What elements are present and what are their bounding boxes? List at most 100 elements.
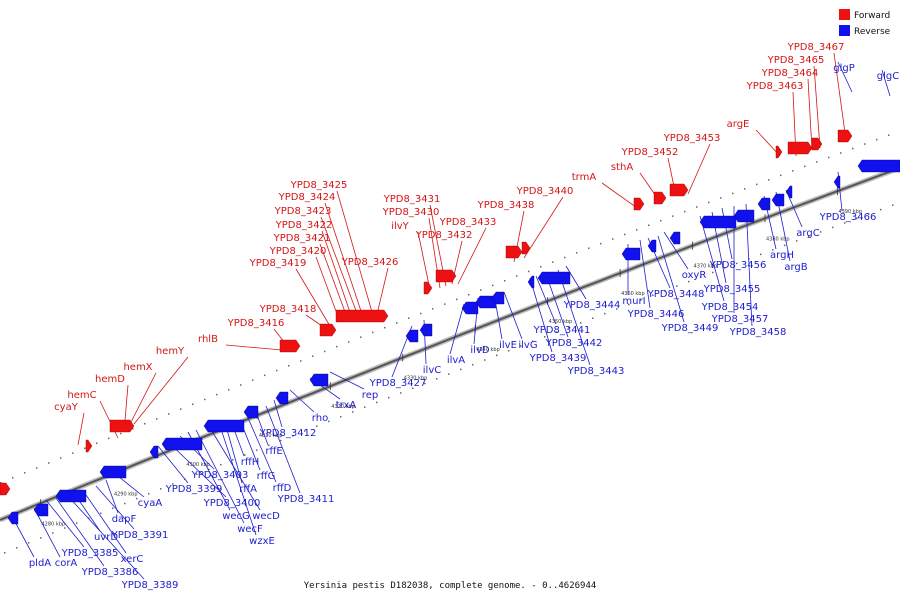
reverse-gene (243, 405, 259, 419)
reverse-gene-label: YPD8_3457 (711, 314, 769, 325)
forward-gene (0, 482, 11, 496)
forward-gene-label: YPD8_3419 (249, 258, 307, 269)
tick-marks: 4280 kbp 4290 kbp 4300 kbp 4310 kbp 4320 kbp… (0, 134, 894, 554)
forward-gene (837, 129, 853, 143)
reverse-gene-label: YPD8_3458 (729, 327, 787, 338)
forward-gene-label: YPD8_3432 (415, 230, 473, 241)
reverse-gene-label: YPD8_3444 (563, 300, 621, 311)
reverse-gene (857, 159, 900, 173)
forward-gene-label: cyaY (54, 402, 79, 413)
forward-gene-label: hemD (95, 374, 125, 385)
legend-reverse-swatch (839, 25, 850, 36)
tick-label: 4320 kbp (331, 404, 355, 410)
reverse-gene-label: rffH (241, 457, 260, 468)
reverse-gene-label: dapF (112, 514, 137, 525)
forward-gene-label: YPD8_3431 (383, 194, 441, 205)
reverse-gene-label: YPD8_3455 (703, 284, 761, 295)
reverse-gene-label: wzxE (249, 536, 275, 547)
forward-gene (653, 191, 667, 205)
reverse-gene (7, 511, 19, 525)
forward-gene-label: YPD8_3465 (767, 55, 825, 66)
reverse-gene (99, 465, 127, 479)
legend-forward-label: Forward (854, 11, 890, 21)
tick-label: 4360 kbp (621, 291, 645, 297)
reverse-gene-label: YPD8_3385 (61, 548, 119, 559)
forward-gene (669, 183, 689, 197)
reverse-gene-label: ilvA (447, 355, 465, 366)
forward-gene (435, 269, 457, 283)
forward-gene-label: sthA (611, 162, 633, 173)
reverse-gene-label: YPD8_3389 (121, 580, 179, 591)
forward-gene-label: YPD8_3453 (663, 133, 721, 144)
reverse-gene-label: YPD8_3400 (203, 498, 261, 509)
forward-gene-label: hemC (67, 390, 96, 401)
reverse-gene-label: YPD8_3449 (661, 323, 719, 334)
reverse-gene (309, 373, 329, 387)
legend-forward-swatch (839, 9, 850, 20)
reverse-gene-label: xerC (121, 554, 144, 565)
reverse-gene-label: trxA (336, 400, 357, 411)
reverse-gene-label: murI (622, 296, 645, 307)
reverse-gene-label: YPD8_3442 (545, 338, 603, 349)
forward-gene (335, 309, 389, 323)
forward-gene (423, 281, 433, 295)
forward-gene-label: YPD8_3430 (382, 207, 440, 218)
forward-gene-label: YPD8_3425 (290, 180, 348, 191)
reverse-gene (55, 489, 87, 503)
reverse-gene-label: argC (796, 228, 819, 239)
forward-gene (787, 141, 813, 155)
forward-gene-label: YPD8_3426 (341, 257, 399, 268)
reverse-gene-label: YPD8_3448 (647, 289, 705, 300)
reverse-gene (621, 247, 641, 261)
reverse-gene-label: YPD8_3411 (277, 494, 335, 505)
reverse-gene (669, 231, 681, 245)
reverse-gene (461, 301, 479, 315)
forward-gene-label: rhlB (198, 334, 218, 345)
tick-label: 4290 kbp (114, 492, 138, 498)
reverse-gene-label: YPD8_3427 (369, 378, 427, 389)
reverse-gene-label: ilvC (423, 365, 441, 376)
reverse-gene-label: YPD8_3403 (191, 470, 249, 481)
reverse-gene-label: uvrD (94, 532, 118, 543)
reverse-gene (161, 437, 203, 451)
reverse-gene (149, 445, 159, 459)
reverse-gene-label: ilvD (470, 345, 489, 356)
forward-gene-label: argE (727, 119, 750, 130)
reverse-gene-label: rffA (239, 484, 257, 495)
tick-label: 4280 kbp (42, 521, 66, 527)
tick-label: 4300 kbp (186, 462, 210, 468)
legend-reverse-label: Reverse (854, 27, 891, 37)
reverse-gene (699, 215, 737, 229)
legend: Forward Reverse (839, 9, 891, 37)
forward-gene-label: YPD8_3452 (621, 147, 679, 158)
reverse-gene-label: YPD8_3386 (81, 567, 139, 578)
forward-gene-label: YPD8_3464 (761, 68, 819, 79)
gene-features (0, 129, 900, 525)
forward-gene (775, 145, 783, 159)
reverse-gene-label: YPD8_3399 (165, 484, 223, 495)
reverse-gene (785, 185, 793, 199)
reverse-gene (647, 239, 657, 253)
reverse-gene-label: rep (362, 390, 378, 401)
forward-gene-label: YPD8_3418 (259, 304, 317, 315)
forward-gene-label: ilvY (391, 221, 409, 232)
tick-label: 4340 kbp (476, 347, 500, 353)
reverse-gene-label: rffD (273, 483, 292, 494)
reverse-gene (491, 291, 505, 305)
reverse-gene-label: argH (770, 250, 794, 261)
forward-gene (279, 339, 301, 353)
forward-gene (633, 197, 645, 211)
reverse-gene-label: cyaA (138, 498, 163, 509)
reverse-gene-label: argB (784, 262, 807, 273)
forward-gene-label: YPD8_3421 (273, 233, 331, 244)
reverse-gene-label: YPD8_3443 (567, 366, 625, 377)
forward-gene-label: trmA (572, 172, 597, 183)
reverse-gene-label: wecD (252, 511, 280, 522)
map-caption: Yersinia pestis D182038, complete genome… (304, 581, 597, 591)
forward-gene (85, 439, 93, 453)
reverse-gene-label: YPD8_3412 (259, 428, 317, 439)
forward-gene-label: YPD8_3463 (746, 81, 804, 92)
reverse-gene-label: ilvE (499, 340, 517, 351)
forward-gene-label: YPD8_3420 (269, 246, 327, 257)
